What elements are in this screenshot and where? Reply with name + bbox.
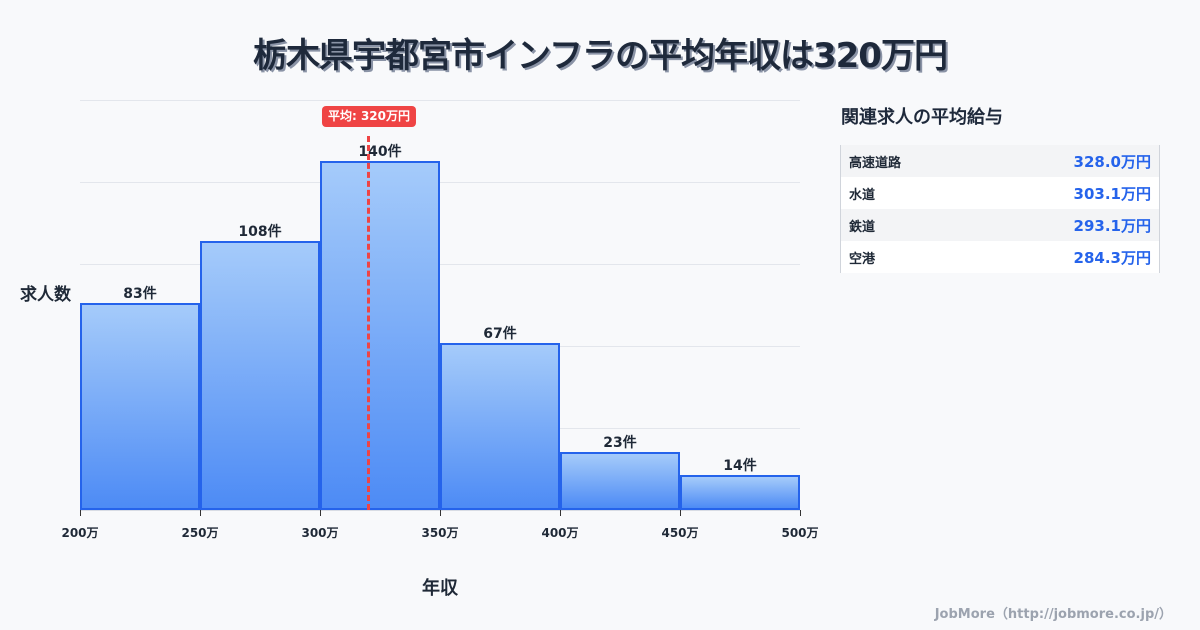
x-tick (320, 510, 321, 516)
y-axis-label: 求人数 (20, 285, 71, 305)
x-tick (560, 510, 561, 516)
related-salary-row: 高速道路 328.0万円 (841, 145, 1159, 177)
bar-value-label: 23件 (603, 435, 637, 451)
bar-value-label: 140件 (358, 144, 402, 160)
x-tick (80, 510, 81, 516)
bar-400-450 (560, 452, 680, 510)
x-tick-label: 250万 (181, 526, 219, 540)
x-tick-label: 350万 (421, 526, 459, 540)
related-salary-table: 高速道路 328.0万円 水道 303.1万円 鉄道 293.1万円 空港 28… (840, 145, 1160, 273)
histogram-plot: 83件 108件 140件 67件 23件 14件 平均: 320万円 (80, 100, 800, 510)
bar-value-label: 67件 (483, 326, 517, 342)
related-salary-title: 関連求人の平均給与 (841, 107, 1003, 128)
x-tick-label: 300万 (301, 526, 339, 540)
average-salary-value: 293.1万円 (1073, 216, 1151, 235)
bar-350-400 (440, 343, 560, 510)
bar-450-500 (680, 475, 800, 510)
bar-200-250 (80, 303, 200, 510)
mean-badge: 平均: 320万円 (321, 106, 417, 127)
x-tick-label: 400万 (541, 526, 579, 540)
x-tick (440, 510, 441, 516)
x-axis-label: 年収 (422, 578, 458, 599)
footer-credit: JobMore（http://jobmore.co.jp/） (934, 607, 1172, 622)
average-salary-value: 328.0万円 (1073, 152, 1151, 171)
bar-value-label: 14件 (723, 458, 757, 474)
bar-300-350 (320, 161, 440, 510)
average-salary-value: 284.3万円 (1073, 248, 1151, 267)
related-salary-row: 空港 284.3万円 (841, 241, 1159, 273)
bar-value-label: 83件 (123, 286, 157, 302)
x-tick-label: 450万 (661, 526, 699, 540)
x-tick-label: 200万 (61, 526, 99, 540)
job-category-name: 水道 (849, 187, 876, 203)
gridline (80, 182, 800, 183)
job-category-name: 空港 (849, 251, 876, 267)
x-tick (200, 510, 201, 516)
page-title: 栃木県宇都宮市インフラの平均年収は320万円 (253, 36, 948, 76)
x-tick-label: 500万 (781, 526, 819, 540)
bar-250-300 (200, 241, 320, 510)
related-salary-row: 鉄道 293.1万円 (841, 209, 1159, 241)
gridline (80, 100, 800, 101)
x-tick (680, 510, 681, 516)
average-salary-value: 303.1万円 (1073, 184, 1151, 203)
job-category-name: 鉄道 (849, 219, 876, 235)
mean-line (367, 136, 370, 510)
bar-value-label: 108件 (238, 224, 282, 240)
gridline (80, 264, 800, 265)
x-tick (800, 510, 801, 516)
job-category-name: 高速道路 (849, 155, 902, 171)
related-salary-row: 水道 303.1万円 (841, 177, 1159, 209)
